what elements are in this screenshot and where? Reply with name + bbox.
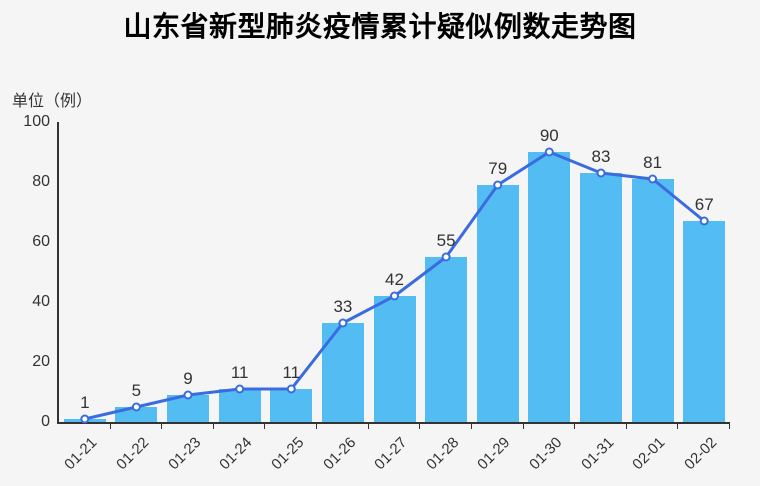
data-point-01-25 (286, 384, 296, 394)
data-label: 9 (183, 369, 192, 388)
data-point-01-22 (131, 402, 141, 412)
y-tick-label: 100 (23, 113, 50, 130)
data-label: 90 (540, 126, 559, 145)
x-axis-tick (729, 424, 730, 429)
data-point-01-30 (544, 147, 554, 157)
bar-01-24 (218, 389, 261, 422)
bar-02-01 (631, 179, 674, 422)
bar-01-28 (425, 257, 468, 422)
x-tick-label-02-01: 02-01 (629, 434, 669, 474)
x-tick-label-01-28: 01-28 (422, 434, 463, 474)
y-tick-label: 20 (32, 353, 50, 370)
x-axis-tick (367, 424, 369, 429)
x-axis-tick (161, 424, 163, 429)
x-axis-tick (677, 424, 679, 429)
x-tick-label-01-27: 01-27 (371, 434, 411, 474)
x-axis-tick (574, 424, 576, 429)
x-tick-label-01-21: 01-21 (61, 434, 101, 474)
data-label: 33 (333, 297, 352, 316)
x-axis-tick (316, 424, 318, 429)
x-tick-label-01-26: 01-26 (319, 434, 359, 474)
data-label: 11 (282, 363, 300, 382)
y-tick-label: 40 (32, 293, 50, 310)
x-tick-label-01-22: 01-22 (113, 434, 153, 474)
data-label: 11 (231, 363, 249, 382)
y-axis-unit-label: 单位（例） (12, 93, 93, 110)
data-point-01-24 (235, 384, 245, 394)
x-tick-label-01-23: 01-23 (164, 434, 205, 474)
data-label: 1 (80, 393, 89, 412)
data-label: 81 (643, 153, 662, 172)
x-tick-label-01-29: 01-29 (474, 434, 514, 474)
x-axis-tick (212, 424, 214, 429)
data-point-01-21 (80, 414, 90, 424)
data-label: 67 (695, 195, 714, 214)
data-point-01-27 (390, 291, 399, 301)
x-axis-tick (419, 424, 421, 429)
data-point-02-02 (699, 216, 709, 226)
x-tick-label-01-25: 01-25 (268, 434, 308, 474)
x-tick-label-01-30: 01-30 (526, 434, 566, 474)
x-tick-label-02-02: 02-02 (681, 434, 721, 474)
x-axis-tick (264, 424, 266, 429)
line-series: 1 5 9 11 11 33 42 55 79 90 83 81 67 (80, 126, 714, 424)
data-label: 79 (488, 159, 507, 178)
data-point-02-01 (648, 174, 658, 184)
data-label: 5 (132, 381, 141, 400)
data-label: 83 (592, 147, 611, 166)
x-axis-tick (522, 424, 524, 429)
data-point-01-29 (493, 180, 503, 190)
data-point-01-28 (441, 252, 451, 262)
bar-01-30 (528, 152, 571, 422)
y-tick-label: 60 (32, 233, 50, 250)
bar-01-25 (270, 389, 313, 422)
bar-02-02 (683, 221, 726, 422)
bar-01-29 (476, 185, 519, 422)
data-point-01-23 (183, 390, 193, 400)
x-axis-tick (109, 424, 111, 429)
x-tick-label-01-31: 01-31 (577, 434, 617, 474)
data-point-01-31 (596, 168, 606, 178)
bar-01-27 (373, 296, 416, 422)
plot-area: 1 5 9 11 11 33 42 55 79 90 83 81 67 (57, 122, 730, 424)
x-axis-tick (470, 424, 472, 429)
x-tick-label-01-24: 01-24 (216, 434, 256, 474)
data-label: 42 (385, 270, 404, 289)
y-tick-label: 80 (32, 173, 50, 190)
data-point-01-26 (338, 318, 348, 328)
chart-title: 山东省新型肺炎疫情累计疑似例数走势图 (123, 11, 637, 42)
x-axis-tick (625, 424, 627, 429)
data-label: 55 (437, 231, 456, 250)
y-tick-label: 0 (41, 413, 50, 430)
bar-01-31 (579, 173, 622, 422)
